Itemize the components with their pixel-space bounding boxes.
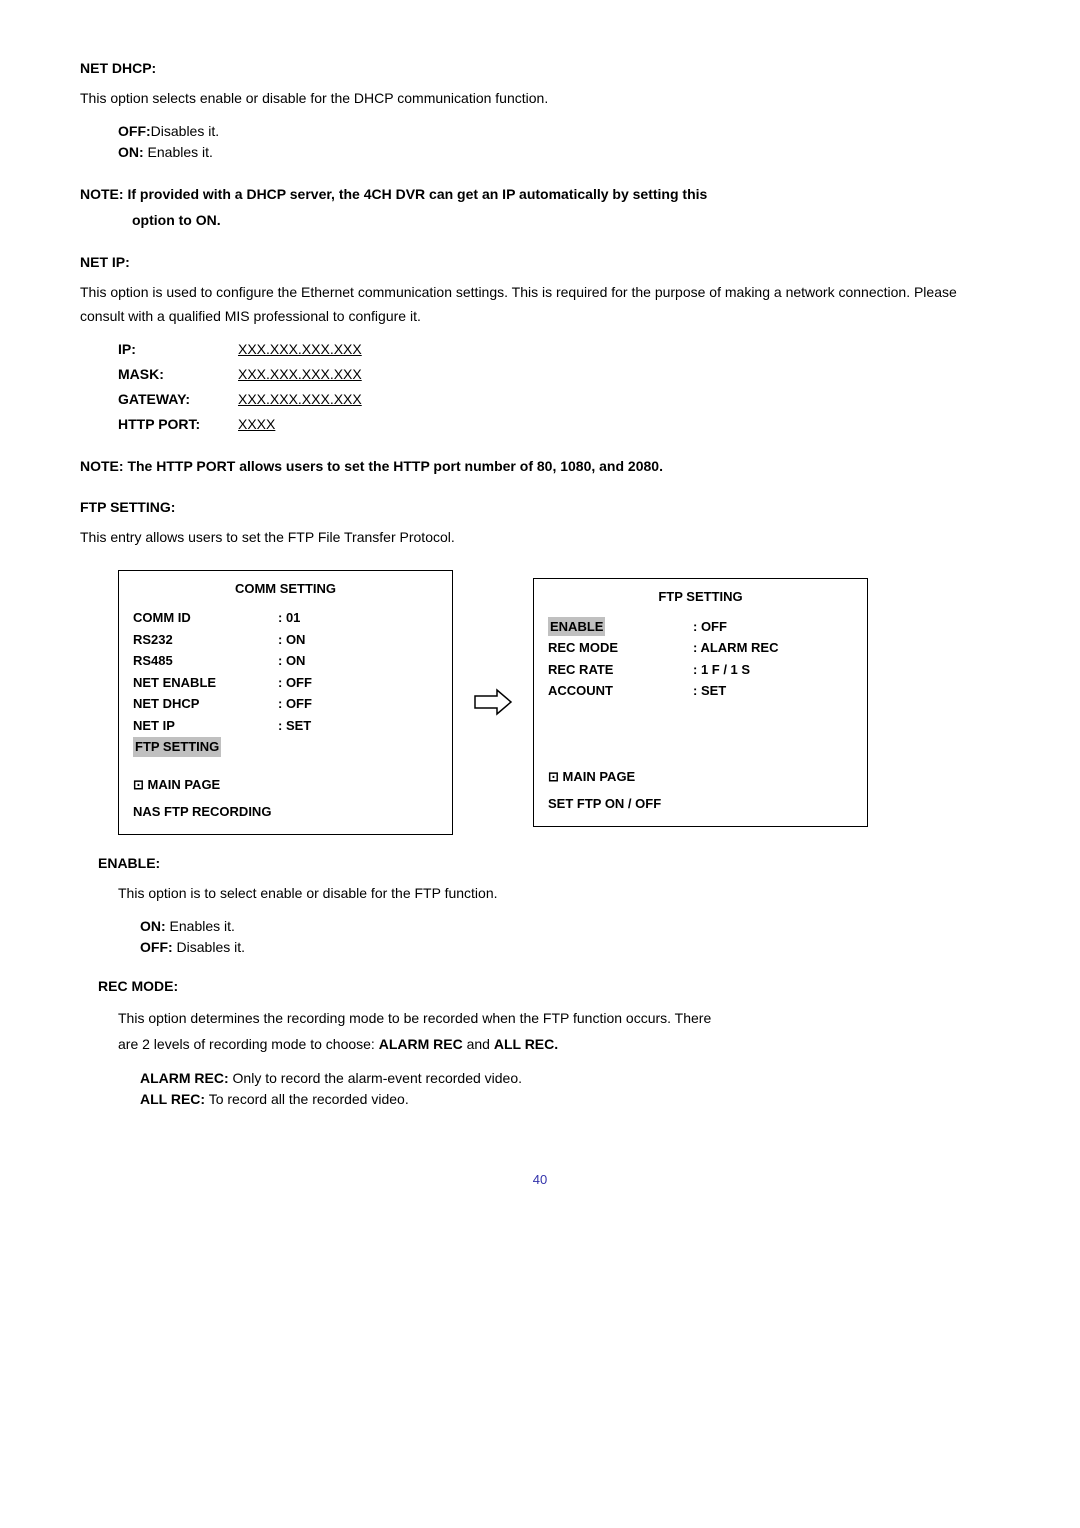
note-prefix: NOTE:: [80, 458, 124, 474]
row-val: : ON: [278, 630, 305, 650]
net-val: XXX.XXX.XXX.XXX: [238, 389, 362, 410]
on-text: Enables it.: [144, 144, 213, 160]
row-key: REC RATE: [548, 660, 693, 680]
note-dhcp: NOTE: If provided with a DHCP server, th…: [80, 181, 1000, 234]
net-label: HTTP PORT:: [118, 414, 238, 435]
on-label: ON:: [118, 144, 144, 160]
recmode-bold1: ALARM REC: [379, 1036, 463, 1052]
recmode-heading: REC MODE:: [98, 976, 1000, 997]
row-val: : OFF: [693, 617, 727, 637]
off-label: OFF:: [118, 123, 151, 139]
netip-heading: NET IP:: [80, 252, 1000, 273]
enable-heading: ENABLE:: [98, 853, 1000, 874]
mainpage-label: MAIN PAGE: [559, 769, 635, 784]
net-val: XXX.XXX.XXX.XXX: [238, 364, 362, 385]
on-text: Enables it.: [166, 918, 235, 934]
netdhcp-on-line: ON: Enables it.: [118, 142, 1000, 163]
net-val: XXXX: [238, 414, 275, 435]
row-val: : OFF: [278, 673, 312, 693]
off-text: Disables it.: [173, 939, 245, 955]
recmode-bold2: ALL REC.: [494, 1036, 558, 1052]
settings-boxes: COMM SETTING COMM ID: 01 RS232: ON RS485…: [118, 570, 1000, 835]
row-key-highlight: FTP SETTING: [133, 737, 221, 757]
netdhcp-desc: This option selects enable or disable fo…: [80, 87, 1000, 111]
net-table: IP: XXX.XXX.XXX.XXX MASK: XXX.XXX.XXX.XX…: [118, 339, 1000, 435]
recmode-desc-b: are 2 levels of recording mode to choose…: [118, 1036, 379, 1052]
recmode-desc: This option determines the recording mod…: [118, 1005, 1000, 1058]
ftpsetting-desc: This entry allows users to set the FTP F…: [80, 526, 1000, 550]
comm-setting-box: COMM SETTING COMM ID: 01 RS232: ON RS485…: [118, 570, 453, 835]
return-icon: ⊡: [133, 777, 144, 792]
on-label: ON:: [140, 918, 166, 934]
ftp-setting-box: FTP SETTING ENABLE : OFF REC MODE: ALARM …: [533, 578, 868, 827]
row-val: : SET: [693, 681, 726, 701]
enable-off-line: OFF: Disables it.: [140, 937, 1000, 958]
row-val: : ALARM REC: [693, 638, 778, 658]
row-key-highlight: ENABLE: [548, 617, 605, 637]
row-key: NET ENABLE: [133, 673, 278, 693]
ftp-title: FTP SETTING: [548, 587, 853, 607]
sub-line: NAS FTP RECORDING: [133, 802, 438, 822]
row-val: : 1 F / 1 S: [693, 660, 750, 680]
allrec-line: ALL REC: To record all the recorded vide…: [140, 1089, 1000, 1110]
recmode-mid: and: [463, 1036, 494, 1052]
page-number: 40: [80, 1170, 1000, 1190]
off-text: Disables it.: [151, 123, 219, 139]
net-row: IP: XXX.XXX.XXX.XXX: [118, 339, 1000, 360]
row-val: : SET: [278, 716, 311, 736]
mainpage-line: ⊡ MAIN PAGE: [548, 767, 853, 787]
note-httpport: NOTE: The HTTP PORT allows users to set …: [80, 453, 1000, 480]
alarmrec-text: Only to record the alarm-event recorded …: [229, 1070, 522, 1086]
mainpage-label: MAIN PAGE: [144, 777, 220, 792]
net-label: IP:: [118, 339, 238, 360]
note-line1: If provided with a DHCP server, the 4CH …: [124, 186, 708, 202]
ftpsetting-heading: FTP SETTING:: [80, 497, 1000, 518]
recmode-desc-a: This option determines the recording mod…: [118, 1010, 711, 1026]
row-key: NET DHCP: [133, 694, 278, 714]
alarmrec-label: ALARM REC:: [140, 1070, 229, 1086]
net-row: MASK: XXX.XXX.XXX.XXX: [118, 364, 1000, 385]
sub-line: SET FTP ON / OFF: [548, 794, 853, 814]
note-line2: option to ON.: [132, 212, 221, 228]
comm-title: COMM SETTING: [133, 579, 438, 599]
row-val: : ON: [278, 651, 305, 671]
enable-on-line: ON: Enables it.: [140, 916, 1000, 937]
net-label: MASK:: [118, 364, 238, 385]
return-icon: ⊡: [548, 769, 559, 784]
row-key: NET IP: [133, 716, 278, 736]
row-key: COMM ID: [133, 608, 278, 628]
mainpage-line: ⊡ MAIN PAGE: [133, 775, 438, 795]
off-label: OFF:: [140, 939, 173, 955]
note-prefix: NOTE:: [80, 186, 124, 202]
arrow-icon: [453, 688, 533, 716]
netip-desc: This option is used to configure the Eth…: [80, 281, 1000, 329]
note2-text: The HTTP PORT allows users to set the HT…: [124, 458, 663, 474]
net-val: XXX.XXX.XXX.XXX: [238, 339, 362, 360]
row-key: ACCOUNT: [548, 681, 693, 701]
allrec-text: To record all the recorded video.: [205, 1091, 409, 1107]
row-key: RS232: [133, 630, 278, 650]
net-row: HTTP PORT: XXXX: [118, 414, 1000, 435]
row-val: : OFF: [278, 694, 312, 714]
netdhcp-off-line: OFF:Disables it.: [118, 121, 1000, 142]
net-row: GATEWAY: XXX.XXX.XXX.XXX: [118, 389, 1000, 410]
netdhcp-heading: NET DHCP:: [80, 58, 1000, 79]
net-label: GATEWAY:: [118, 389, 238, 410]
row-key: RS485: [133, 651, 278, 671]
alarmrec-line: ALARM REC: Only to record the alarm-even…: [140, 1068, 1000, 1089]
enable-desc: This option is to select enable or disab…: [118, 882, 1000, 906]
row-key: REC MODE: [548, 638, 693, 658]
row-val: : 01: [278, 608, 300, 628]
allrec-label: ALL REC:: [140, 1091, 205, 1107]
